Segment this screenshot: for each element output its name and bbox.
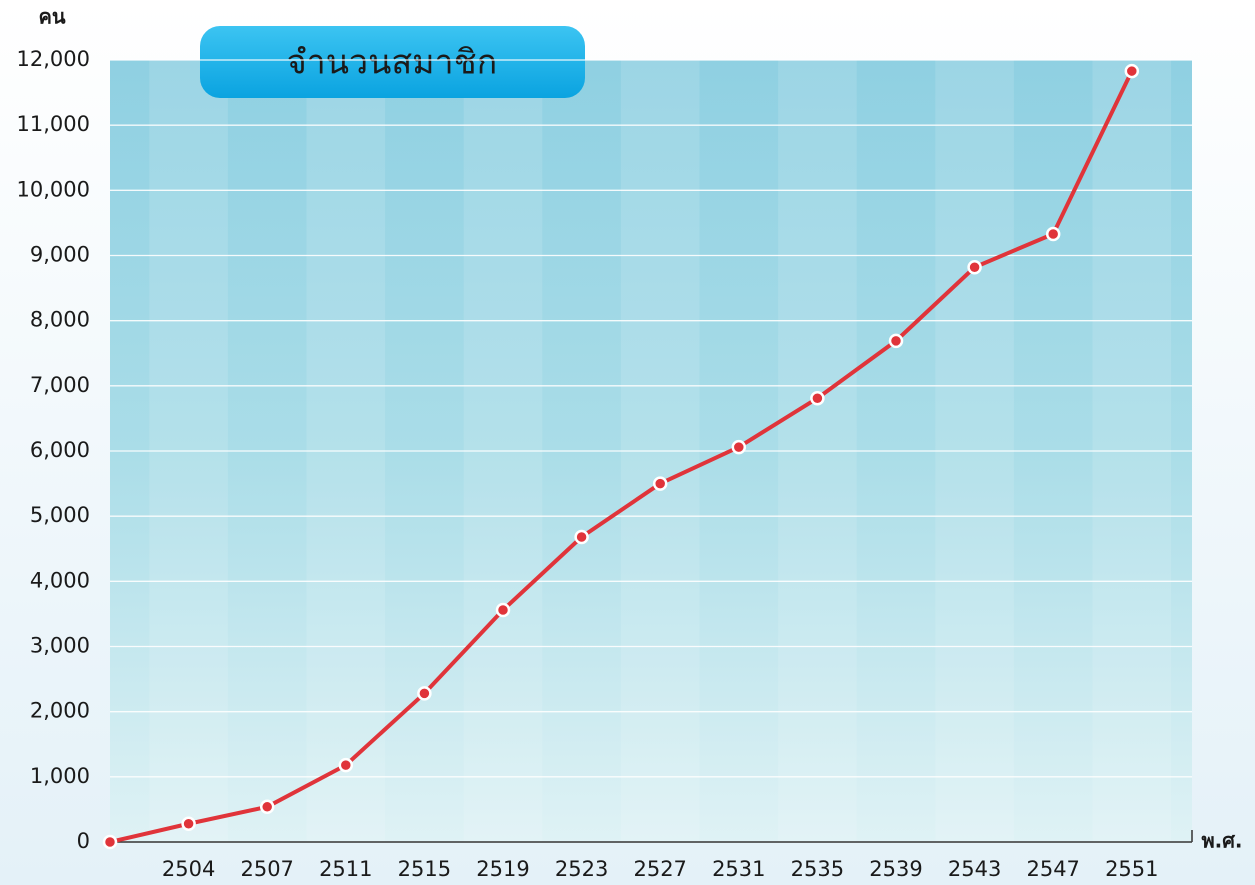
chart-title: จำนวนสมาชิก	[287, 43, 498, 83]
point	[574, 529, 589, 545]
y-tick-label: 9,000	[30, 243, 90, 267]
point	[181, 816, 196, 832]
y-tick-label: 2,000	[30, 699, 90, 723]
x-tick-label: 2543	[948, 857, 1001, 881]
x-tick-label: 2511	[319, 857, 372, 881]
x-tick-label: 2527	[633, 857, 686, 881]
x-tick-label: 2551	[1105, 857, 1158, 881]
x-tick-label: 2531	[712, 857, 765, 881]
y-tick-label: 5,000	[30, 503, 90, 527]
point	[1124, 63, 1140, 79]
x-tick-label: 2507	[240, 857, 293, 881]
point	[731, 439, 747, 455]
point	[652, 476, 668, 491]
y-tick-label: 3,000	[30, 634, 90, 658]
y-axis-label: คน	[38, 5, 65, 29]
point	[102, 834, 118, 850]
x-tick-label: 2523	[555, 857, 608, 881]
line	[109, 70, 1134, 844]
x-tick-label: 2547	[1026, 857, 1079, 881]
x-tick-label: 2535	[791, 857, 844, 881]
point	[967, 259, 982, 275]
point	[810, 390, 825, 406]
y-tick-label: 12,000	[17, 47, 90, 71]
point	[338, 757, 354, 773]
x-tick-label: 2519	[476, 857, 529, 881]
y-tick-label: 1,000	[30, 764, 90, 788]
x-tick-label: 2539	[869, 857, 922, 881]
x-tick-label: 2504	[162, 857, 215, 881]
y-tick-label: 8,000	[30, 308, 90, 332]
x-tick-label: 2515	[398, 857, 451, 881]
point	[259, 799, 275, 815]
title-box	[200, 26, 585, 98]
y-tick-label: 11,000	[17, 112, 90, 136]
point	[1045, 226, 1061, 242]
point	[417, 686, 432, 701]
point	[888, 333, 904, 349]
point	[495, 602, 511, 618]
y-tick-label: 0	[77, 829, 90, 853]
y-tick-label: 7,000	[30, 373, 90, 397]
y-tick-label: 10,000	[17, 177, 90, 201]
x-axis-label: พ.ศ.	[1201, 829, 1242, 853]
y-tick-label: 4,000	[30, 568, 90, 592]
y-tick-label: 6,000	[30, 438, 90, 462]
